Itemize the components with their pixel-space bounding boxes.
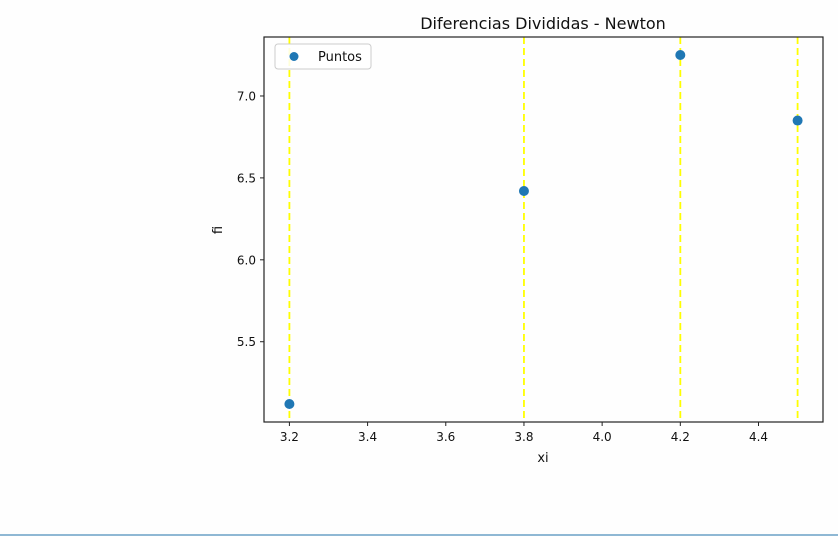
x-axis-label: xi	[537, 451, 548, 466]
legend-marker-icon	[289, 52, 299, 61]
y-tick-label: 7.0	[237, 89, 256, 103]
legend-label: Puntos	[318, 50, 362, 65]
y-axis-ticks: 5.5 6.0 6.5 7.0	[237, 89, 264, 349]
axes-frame	[263, 36, 824, 423]
data-point	[792, 115, 803, 126]
x-tick-label: 4.0	[593, 430, 612, 444]
x-axis-ticks: 3.2 3.4 3.6 3.8 4.0 4.2 4.4	[280, 422, 768, 444]
y-tick-label: 6.5	[237, 171, 256, 185]
data-point	[675, 50, 686, 61]
y-tick-label: 6.0	[237, 253, 256, 267]
x-tick-label: 3.6	[436, 430, 455, 444]
legend-box	[274, 43, 372, 70]
vertical-dashed-lines	[288, 37, 799, 422]
x-tick-label: 4.4	[749, 430, 768, 444]
x-tick-label: 3.8	[514, 430, 533, 444]
x-tick-label: 3.2	[280, 430, 299, 444]
data-point	[518, 186, 529, 196]
x-tick-label: 4.2	[671, 430, 690, 444]
data-point	[284, 398, 295, 409]
legend: Puntos	[274, 43, 372, 70]
x-tick-label: 3.4	[358, 430, 377, 444]
data-points	[284, 50, 803, 409]
bottom-border-bar	[0, 534, 838, 536]
y-axis-label: fi	[211, 226, 226, 234]
y-tick-label: 5.5	[237, 335, 256, 349]
chart-title: Diferencias Divididas - Newton	[420, 14, 666, 33]
